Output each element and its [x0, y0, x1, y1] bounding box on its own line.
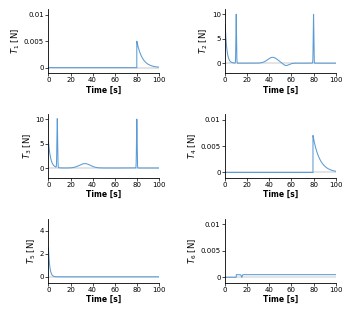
- X-axis label: Time [s]: Time [s]: [86, 295, 121, 304]
- Y-axis label: $T_6$ [N]: $T_6$ [N]: [187, 238, 199, 264]
- X-axis label: Time [s]: Time [s]: [263, 295, 298, 304]
- Y-axis label: $T_5$ [N]: $T_5$ [N]: [26, 238, 38, 264]
- Y-axis label: $T_2$ [N]: $T_2$ [N]: [198, 28, 210, 54]
- X-axis label: Time [s]: Time [s]: [86, 190, 121, 199]
- X-axis label: Time [s]: Time [s]: [86, 85, 121, 95]
- X-axis label: Time [s]: Time [s]: [263, 190, 298, 199]
- X-axis label: Time [s]: Time [s]: [263, 85, 298, 95]
- Y-axis label: $T_3$ [N]: $T_3$ [N]: [21, 133, 34, 159]
- Y-axis label: $T_1$ [N]: $T_1$ [N]: [10, 28, 22, 54]
- Y-axis label: $T_4$ [N]: $T_4$ [N]: [187, 133, 199, 159]
